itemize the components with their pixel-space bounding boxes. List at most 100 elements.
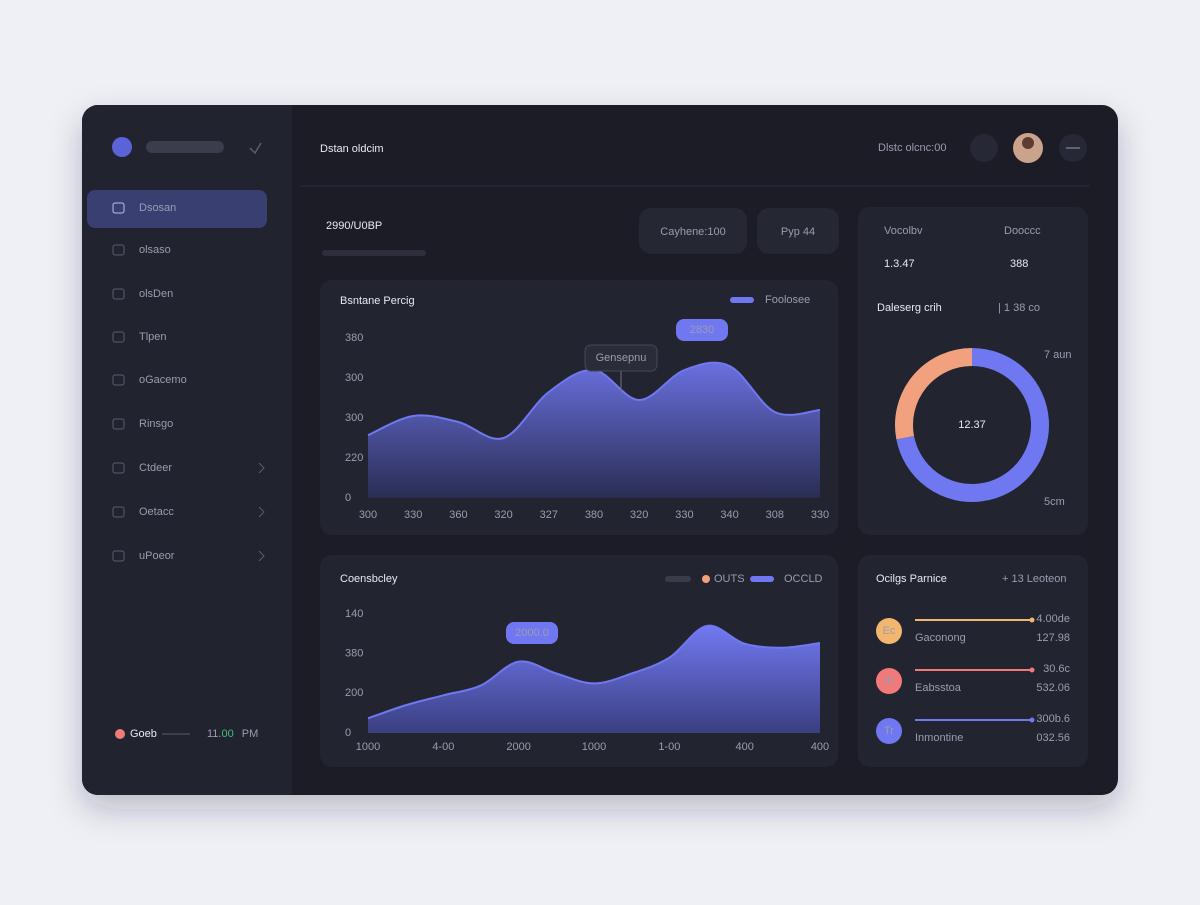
chevron — [258, 462, 265, 474]
legend-label: OUTS — [714, 573, 745, 585]
x-tick-label: 320 — [630, 509, 648, 521]
stat-value: 388 — [1010, 258, 1028, 270]
summary-blur — [322, 250, 426, 256]
nav-icon — [112, 331, 125, 343]
x-tick-label: 360 — [449, 509, 467, 521]
y-tick-label: 300 — [345, 372, 363, 384]
time-min: 00 — [221, 728, 233, 740]
legend-swatch — [665, 576, 691, 582]
partners-action[interactable]: + 13 Leoteon — [1002, 573, 1067, 585]
time: 11.00 PM — [207, 728, 258, 740]
x-tick-label: 2000 — [506, 741, 530, 753]
partner-value: 532.06 — [1036, 682, 1070, 694]
y-tick-label: 300 — [345, 412, 363, 424]
x-tick-label: 1000 — [582, 741, 606, 753]
partner-icon-label: Tr — [884, 725, 894, 737]
nav-label[interactable]: Dsosan — [139, 202, 176, 214]
legend-label: Foolosee — [765, 294, 810, 306]
collapse-icon[interactable] — [249, 142, 262, 155]
partner-icon-label: Ib — [884, 675, 893, 687]
brand-blur — [146, 141, 224, 153]
donut-segment — [895, 348, 973, 440]
x-tick-label: 327 — [540, 509, 558, 521]
donut-segment — [896, 348, 1049, 502]
button[interactable] — [757, 208, 839, 254]
nav-icon — [112, 550, 125, 562]
y-tick-label: 140 — [345, 608, 363, 620]
annotation-bubble — [676, 319, 728, 341]
chart-title: Coensbcley — [340, 573, 398, 585]
x-tick-label: 4-00 — [432, 741, 454, 753]
annotation: 2000.0 — [515, 627, 549, 639]
partner-name: Eabsstoa — [915, 682, 962, 694]
x-tick-label: 320 — [494, 509, 512, 521]
stat-label: Dooccc — [1004, 225, 1041, 237]
x-tick-label: 308 — [766, 509, 784, 521]
y-tick-label: 220 — [345, 452, 363, 464]
partner-value: 127.98 — [1036, 632, 1070, 644]
nav-icon — [112, 202, 125, 214]
annotation-bubble — [506, 622, 558, 644]
stat-value: 1.3.47 — [884, 258, 915, 270]
nav-label[interactable]: olsDen — [139, 288, 173, 300]
nav-icon — [112, 462, 125, 474]
partner-value: 4.00de — [1036, 613, 1070, 625]
legend-swatch — [730, 297, 754, 303]
button[interactable] — [639, 208, 747, 254]
nav-icon — [112, 288, 125, 300]
partner-bar-end — [1029, 717, 1035, 723]
nav-label[interactable]: Ctdeer — [139, 462, 172, 474]
y-tick-label: 380 — [345, 332, 363, 344]
nav-label[interactable]: olsaso — [139, 244, 171, 256]
x-tick-label: 330 — [675, 509, 693, 521]
partner-value: 30.6c — [1043, 663, 1070, 675]
area — [368, 362, 820, 498]
x-tick-label: 330 — [811, 509, 829, 521]
nav-active[interactable] — [87, 190, 267, 228]
tooltip — [584, 344, 658, 372]
donut-label: 7 aun — [1044, 349, 1072, 361]
y-tick-label: 0 — [345, 727, 351, 739]
y-tick-label: 200 — [345, 687, 363, 699]
line — [367, 624, 821, 720]
icon-button[interactable] — [970, 134, 998, 162]
x-tick-label: 300 — [359, 509, 377, 521]
partners-title: Ocilgs Parnice — [876, 573, 947, 585]
nav-label[interactable]: Tlpen — [139, 331, 167, 343]
y-tick-label: 380 — [345, 648, 363, 660]
partner-value: 300b.6 — [1036, 713, 1070, 725]
partner-name: Inmontine — [915, 732, 963, 744]
nav-label[interactable]: Rinsgo — [139, 418, 173, 430]
x-tick-label: 380 — [585, 509, 603, 521]
logo — [112, 137, 132, 157]
x-tick-label: 1000 — [356, 741, 380, 753]
nav-label[interactable]: oGacemo — [139, 374, 187, 386]
button-label: Pyp 44 — [781, 226, 815, 238]
button-label: Cayhene:100 — [660, 226, 725, 238]
legend-dot — [702, 575, 710, 583]
status-label: Goeb — [130, 728, 157, 740]
donut-center: 12.37 — [958, 419, 986, 431]
summary-value: 2990/U0BP — [326, 220, 382, 232]
chart-title: Bsntane Percig — [340, 295, 415, 307]
stats-subtitle: Daleserg crih — [877, 302, 942, 314]
y-tick-label: 0 — [345, 492, 351, 504]
avatar-head — [1022, 137, 1034, 149]
x-tick-label: 400 — [735, 741, 753, 753]
status-dot — [115, 729, 125, 739]
partner-bar-end — [1029, 667, 1035, 673]
tooltip-label: Gensepnu — [596, 352, 647, 364]
partner-icon — [876, 668, 902, 694]
stat-label: Vocolbv — [884, 225, 923, 237]
partner-name: Gaconong — [915, 632, 966, 644]
nav-icon — [112, 374, 125, 386]
nav-label[interactable]: Oetacc — [139, 506, 174, 518]
nav-icon — [112, 506, 125, 518]
x-tick-label: 400 — [811, 741, 829, 753]
partner-value: 032.56 — [1036, 732, 1070, 744]
time-suffix: PM — [242, 728, 259, 740]
chevron — [258, 550, 265, 562]
nav-label[interactable]: uPoeor — [139, 550, 175, 562]
